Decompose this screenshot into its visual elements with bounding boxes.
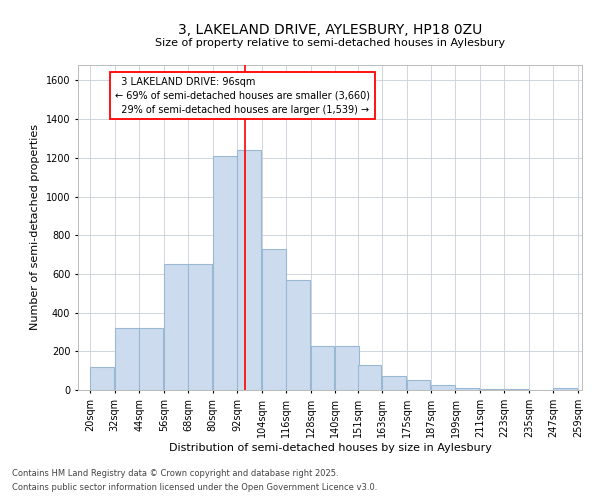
Bar — [262, 249, 286, 390]
Text: 3, LAKELAND DRIVE, AYLESBURY, HP18 0ZU: 3, LAKELAND DRIVE, AYLESBURY, HP18 0ZU — [178, 22, 482, 36]
Text: Size of property relative to semi-detached houses in Aylesbury: Size of property relative to semi-detach… — [155, 38, 505, 48]
Bar — [286, 280, 310, 390]
Bar — [382, 376, 406, 390]
Bar — [115, 328, 139, 390]
Bar — [311, 346, 334, 390]
Bar — [455, 388, 479, 390]
Bar — [139, 328, 163, 390]
Bar — [188, 264, 212, 390]
Bar — [90, 367, 114, 390]
Bar — [335, 346, 359, 390]
Bar — [164, 264, 188, 390]
X-axis label: Distribution of semi-detached houses by size in Aylesbury: Distribution of semi-detached houses by … — [169, 442, 491, 452]
Text: 3 LAKELAND DRIVE: 96sqm
← 69% of semi-detached houses are smaller (3,660)
  29% : 3 LAKELAND DRIVE: 96sqm ← 69% of semi-de… — [115, 76, 370, 114]
Bar — [553, 388, 577, 390]
Bar — [358, 365, 382, 390]
Bar — [407, 380, 430, 390]
Bar — [480, 389, 504, 390]
Text: Contains HM Land Registry data © Crown copyright and database right 2025.: Contains HM Land Registry data © Crown c… — [12, 468, 338, 477]
Y-axis label: Number of semi-detached properties: Number of semi-detached properties — [30, 124, 40, 330]
Bar — [431, 385, 455, 390]
Bar — [237, 150, 261, 390]
Bar — [212, 156, 236, 390]
Text: Contains public sector information licensed under the Open Government Licence v3: Contains public sector information licen… — [12, 484, 377, 492]
